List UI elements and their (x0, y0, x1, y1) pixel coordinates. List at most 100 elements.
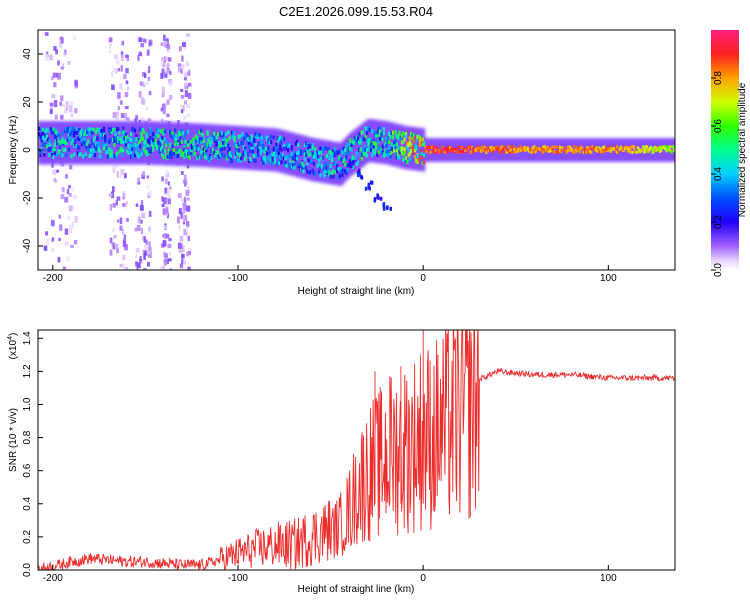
heatmap-cell (212, 131, 216, 136)
heatmap-cell (124, 135, 128, 140)
heatmap-cell (44, 54, 49, 61)
heatmap-cell (460, 150, 463, 154)
heatmap-cell (662, 145, 665, 149)
heatmap-cell (364, 186, 368, 191)
heatmap-cell (279, 129, 282, 173)
heatmap-cell (207, 138, 211, 143)
heatmap-cell (189, 123, 193, 167)
heatmap-cell (181, 152, 185, 157)
heatmap-cell (548, 149, 551, 153)
heatmap-cell (371, 144, 374, 149)
heatmap-cell (311, 168, 314, 173)
heatmap-cell (162, 265, 165, 270)
heatmap-cell (157, 128, 160, 133)
heatmap-cell (119, 83, 123, 90)
heatmap-cell (270, 157, 273, 162)
heatmap-cell (317, 158, 321, 163)
heatmap-cell (215, 139, 218, 144)
heatmap-cell (268, 140, 271, 145)
heatmap-cell (201, 137, 204, 142)
heatmap-cell (655, 146, 658, 150)
heatmap-cell (424, 149, 427, 153)
heatmap-cell (50, 152, 54, 157)
heatmap-cell (89, 130, 93, 135)
heatmap-cell (629, 148, 632, 152)
heatmap-cell (451, 148, 454, 152)
heatmap-cell (592, 146, 595, 150)
heatmap-cell (145, 135, 148, 140)
heatmap-cell (332, 169, 335, 174)
heatmap-cell (56, 152, 59, 157)
heatmap-cell (160, 265, 163, 270)
heatmap-cell (459, 150, 462, 154)
heatmap-cell (140, 152, 143, 157)
heatmap-cell (48, 147, 51, 152)
heatmap-cell (596, 149, 599, 153)
heatmap-cell (166, 154, 169, 159)
heatmap-cell (385, 136, 388, 141)
heatmap-cell (148, 130, 151, 135)
heatmap-cell (364, 152, 367, 157)
heatmap-cell (368, 137, 371, 142)
heatmap-cell (198, 137, 201, 142)
heatmap-cell (60, 140, 63, 145)
heatmap-cell (110, 121, 113, 165)
heatmap-cell (159, 137, 163, 142)
heatmap-cell (93, 121, 97, 165)
heatmap-cell (241, 140, 244, 145)
heatmap-cell (393, 148, 396, 153)
heatmap-cell (64, 228, 69, 235)
heatmap-cell (214, 144, 217, 149)
heatmap-cell (351, 161, 354, 166)
heatmap-cell (627, 147, 630, 151)
heatmap-cell (183, 75, 187, 81)
heatmap-cell (172, 122, 176, 166)
heatmap-cell (117, 106, 120, 111)
heatmap-cell (88, 144, 91, 149)
heatmap-cell (166, 46, 170, 53)
heatmap-cell (311, 143, 314, 148)
heatmap-cell (205, 123, 208, 168)
heatmap-cell (168, 238, 172, 242)
heatmap-cell (302, 150, 305, 155)
heatmap-cell (40, 121, 43, 165)
heatmap-cell (398, 124, 401, 168)
heatmap-cell (148, 251, 152, 258)
heatmap-cell (268, 154, 271, 159)
heatmap-cell (68, 105, 73, 113)
heatmap-cell (439, 138, 443, 162)
heatmap-cell (574, 150, 577, 154)
heatmap-cell (317, 163, 321, 168)
heatmap-cell (168, 142, 172, 147)
heatmap-cell (457, 145, 461, 149)
heatmap-cell (171, 131, 174, 136)
heatmap-cell (245, 134, 248, 139)
heatmap-cell (505, 150, 509, 154)
heatmap-cell (185, 153, 188, 158)
heatmap-cell (316, 138, 320, 182)
heatmap-cell (202, 138, 205, 143)
heatmap-cell (290, 164, 293, 169)
heatmap-cell (661, 138, 664, 162)
colorbar-tick-label: 0.8 (713, 71, 724, 85)
heatmap-cell (206, 138, 209, 143)
heatmap-cell (325, 169, 328, 174)
heatmap-cell (174, 128, 177, 133)
heatmap-cell (88, 127, 91, 132)
heatmap-cell (316, 163, 319, 168)
heatmap-cell (583, 150, 586, 154)
heatmap-cell (71, 187, 75, 192)
heatmap-cell (642, 145, 645, 149)
heatmap-cell (170, 133, 173, 138)
heatmap-cell (210, 155, 213, 160)
heatmap-cell (525, 146, 528, 150)
heatmap-cell (324, 162, 327, 167)
heatmap-cell (276, 161, 279, 166)
heatmap-cell (190, 143, 194, 148)
heatmap-cell (237, 134, 240, 139)
heatmap-cell (44, 142, 47, 147)
heatmap-cell (106, 154, 109, 159)
heatmap-cell (75, 121, 78, 165)
heatmap-cell (473, 149, 476, 153)
